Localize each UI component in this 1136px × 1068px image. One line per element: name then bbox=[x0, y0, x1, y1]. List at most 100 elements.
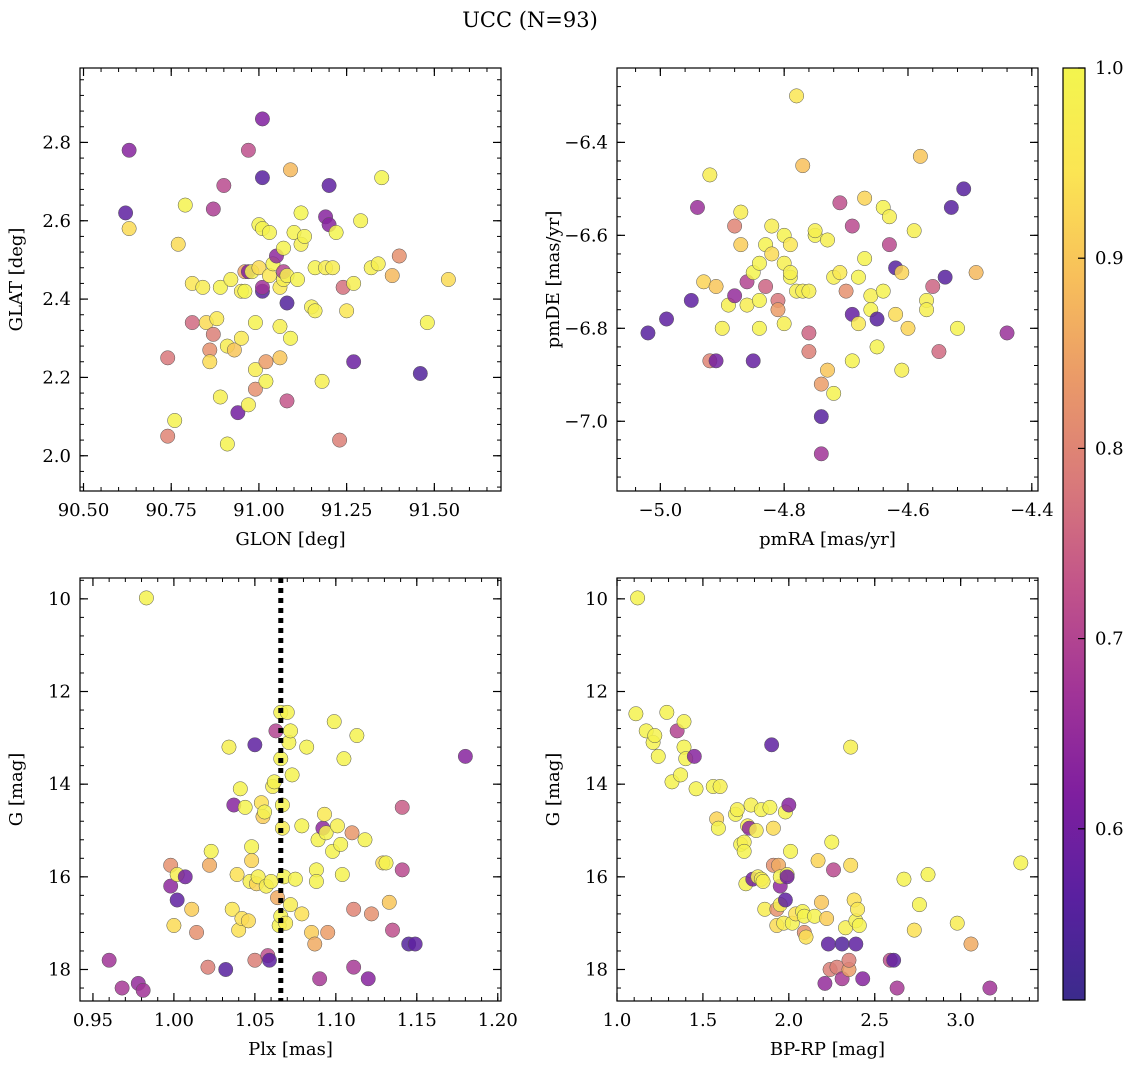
data-point bbox=[813, 376, 829, 392]
data-point bbox=[237, 283, 253, 299]
data-point bbox=[457, 748, 473, 764]
data-point bbox=[370, 256, 386, 272]
data-point bbox=[748, 823, 764, 838]
data-point bbox=[925, 279, 941, 294]
data-point bbox=[758, 279, 774, 294]
data-point bbox=[279, 393, 295, 409]
data-point bbox=[820, 936, 836, 952]
data-point bbox=[251, 260, 267, 276]
data-point bbox=[394, 799, 410, 815]
data-point bbox=[729, 802, 745, 818]
data-point bbox=[686, 748, 702, 764]
data-point bbox=[254, 170, 270, 186]
data-point bbox=[346, 959, 362, 975]
x-tick-label: 1.00 bbox=[154, 1010, 194, 1031]
x-tick-label: 2.0 bbox=[775, 1010, 804, 1031]
data-point bbox=[262, 952, 277, 968]
y-tick-label: −6.6 bbox=[564, 225, 608, 246]
x-tick-label: 0.95 bbox=[73, 1010, 113, 1031]
data-point bbox=[160, 428, 176, 444]
data-point bbox=[919, 302, 935, 318]
data-point bbox=[384, 268, 400, 284]
data-point bbox=[817, 975, 833, 991]
data-point bbox=[783, 843, 799, 859]
data-point bbox=[820, 232, 835, 248]
data-point bbox=[247, 737, 263, 753]
colorbar-tick-label: 0.6 bbox=[1095, 819, 1124, 840]
data-point bbox=[963, 936, 979, 952]
data-point bbox=[690, 200, 705, 215]
data-point bbox=[163, 878, 179, 894]
data-point bbox=[349, 728, 365, 743]
data-point bbox=[647, 728, 663, 743]
data-point bbox=[814, 894, 829, 910]
data-point bbox=[360, 971, 376, 987]
y-tick-label: 2.6 bbox=[42, 211, 71, 232]
data-point bbox=[855, 971, 871, 987]
y-tick-label: 18 bbox=[585, 959, 608, 980]
data-point bbox=[290, 272, 305, 287]
scatter-points bbox=[640, 88, 1015, 462]
data-point bbox=[949, 915, 965, 931]
data-point bbox=[244, 853, 260, 869]
data-point bbox=[244, 839, 260, 855]
data-point bbox=[630, 590, 646, 606]
data-point bbox=[299, 739, 315, 755]
data-point bbox=[807, 223, 823, 239]
data-point bbox=[254, 111, 270, 127]
colorbar-gradient bbox=[1062, 67, 1086, 1001]
data-point bbox=[307, 936, 323, 952]
data-point bbox=[727, 288, 743, 304]
data-point bbox=[200, 959, 216, 975]
y-tick-label: 14 bbox=[48, 774, 71, 795]
data-point bbox=[881, 237, 897, 253]
data-point bbox=[813, 409, 829, 425]
data-point bbox=[911, 897, 927, 913]
data-point bbox=[219, 436, 235, 452]
data-point bbox=[931, 344, 947, 359]
data-point bbox=[777, 892, 793, 908]
data-point bbox=[659, 311, 674, 327]
data-point bbox=[283, 330, 298, 346]
x-tick-label: 1.20 bbox=[478, 1010, 518, 1031]
y-axis-label: GLAT [deg] bbox=[6, 228, 27, 332]
plot-frame bbox=[616, 577, 1039, 1002]
data-point bbox=[374, 170, 390, 186]
data-point bbox=[330, 818, 345, 834]
x-axis-label: GLON [deg] bbox=[235, 529, 345, 550]
panel-glon-glat: 90.50 90.75 91.00 91.25 91.50 2.0 2.2 2.4 2.6 2.8… bbox=[6, 67, 502, 550]
data-point bbox=[820, 362, 835, 378]
colorbar-tick-label: 0.8 bbox=[1095, 438, 1124, 459]
data-point bbox=[218, 962, 234, 977]
data-point bbox=[294, 818, 310, 834]
x-tick-label: 91.00 bbox=[233, 500, 285, 521]
y-tick-label: 12 bbox=[585, 682, 608, 703]
data-point bbox=[247, 362, 263, 378]
x-tick-label: −4.8 bbox=[762, 500, 806, 521]
x-axis-label: pmRA [mas/yr] bbox=[759, 529, 896, 550]
data-point bbox=[851, 918, 867, 933]
data-point bbox=[869, 311, 885, 327]
data-point bbox=[262, 225, 277, 240]
data-point bbox=[824, 834, 840, 850]
data-point bbox=[764, 218, 780, 234]
data-point bbox=[314, 373, 330, 389]
data-point bbox=[177, 197, 193, 213]
data-point bbox=[782, 265, 798, 280]
data-point bbox=[673, 767, 689, 783]
data-point bbox=[906, 223, 922, 239]
data-point bbox=[412, 366, 428, 381]
data-point bbox=[801, 283, 817, 299]
data-point bbox=[801, 325, 817, 341]
data-point bbox=[688, 781, 704, 797]
data-point bbox=[708, 279, 724, 294]
data-point bbox=[391, 248, 407, 264]
data-point bbox=[848, 936, 864, 952]
data-point bbox=[297, 228, 312, 244]
data-point bbox=[889, 980, 905, 996]
data-point bbox=[170, 236, 186, 252]
data-point bbox=[894, 362, 910, 378]
data-point bbox=[714, 320, 730, 336]
data-point bbox=[283, 162, 298, 178]
data-point bbox=[121, 142, 137, 158]
